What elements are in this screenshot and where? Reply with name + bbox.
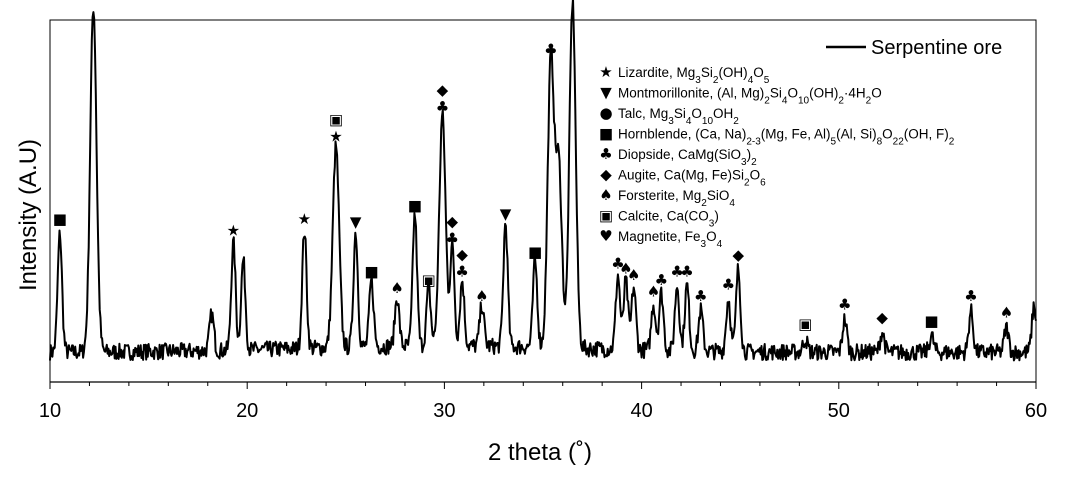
augite-marker: ◆ [876,309,888,327]
diopside-marker: ♣ [436,98,449,116]
lizardite-marker: ★ [298,210,311,228]
x-tick-label: 50 [828,400,850,422]
forsterite-marker: ♠ [390,279,403,297]
calcite-legend-label: Calcite, Ca(CO3) [618,209,719,230]
calcite-marker: ▣ [798,315,812,333]
legend-entry-magnetite: ♥ Magnetite, Fe3O4 [599,227,722,250]
talc-legend-symbol: ● [599,104,612,122]
talc-legend-label: Talc, Mg3Si4O10OH2 [618,106,739,127]
diopside-marker: ♣ [722,276,735,294]
lizardite-legend-symbol: ★ [599,63,612,81]
montmorillonite-marker: ▼ [350,213,362,231]
lizardite-marker: ★ [227,221,240,239]
augite-marker: ◆ [456,246,468,264]
lizardite-legend-label: Lizardite, Mg3Si2(OH)4O5 [618,65,770,86]
diopside-marker: ♣ [611,254,624,272]
forsterite-marker: ♠ [1000,304,1013,322]
legend-entry-augite: ◆ Augite, Ca(Mg, Fe)Si2O6 [600,166,766,189]
diopside-marker: ♣ [838,295,851,313]
hornblende-marker: ■ [924,312,938,330]
plot-area [49,0,1037,362]
legend-entry-forsterite: ♠ Forsterite, Mg2SiO4 [599,186,735,209]
augite-marker: ◆ [447,213,459,231]
hornblende-legend-symbol: ■ [599,125,613,143]
montmorillonite-marker: ▼ [500,205,512,223]
legend: Serpentine ore★ Lizardite, Mg3Si2(OH)4O5▼… [599,37,1002,250]
diopside-legend-label: Diopside, CaMg(SiO3)2 [618,147,757,168]
hornblende-marker: ■ [53,210,67,228]
hornblende-marker: ■ [528,243,542,261]
augite-legend-symbol: ◆ [600,166,612,184]
x-tick-label: 40 [630,400,652,422]
lizardite-marker: ★ [85,0,98,1]
diopside-legend-symbol: ♣ [599,145,612,163]
legend-series-label: Serpentine ore [871,37,1002,59]
forsterite-marker: ♠ [627,266,640,284]
diopside-marker: ♣ [964,287,977,305]
montmorillonite-legend-symbol: ▼ [600,84,612,102]
hornblende-marker: ■ [364,263,378,281]
forsterite-marker: ♠ [566,0,579,1]
augite-legend-label: Augite, Ca(Mg, Fe)Si2O6 [618,168,766,189]
augite-marker: ◆ [732,246,744,264]
legend-entry-calcite: ▣ Calcite, Ca(CO3) [599,207,719,230]
x-tick-label: 20 [236,400,258,422]
calcite-marker: ▣ [329,111,343,129]
hornblende-marker: ■ [408,197,422,215]
diopside-marker: ♣ [680,263,693,281]
magnetite-legend-label: Magnetite, Fe3O4 [618,229,723,250]
magnetite-legend-symbol: ♥ [599,227,612,245]
phase-markers: ★★★★▼▼■■■■■♣♣♣♣♣♣♣♣♣♣♣♣◆◆◆◆◆♠♠♠♠♠♠♠▣▣▣ [53,0,1013,333]
forsterite-marker: ♠ [619,259,632,277]
x-tick-label: 30 [433,400,455,422]
legend-entry-lizardite: ★ Lizardite, Mg3Si2(OH)4O5 [599,63,769,86]
forsterite-marker: ♠ [475,287,488,305]
diopside-marker: ♣ [544,40,557,58]
lizardite-marker: ★ [329,128,342,146]
calcite-legend-symbol: ▣ [599,207,613,225]
diopside-marker: ♣ [655,271,668,289]
calcite-marker: ▣ [422,271,436,289]
series-line-serpentine-ore [49,0,1037,362]
y-axis-title: Intensity (A.U) [15,139,42,291]
montmorillonite-legend-label: Montmorillonite, (Al, Mg)2Si4O10(OH)2·4H… [618,86,882,107]
forsterite-legend-symbol: ♠ [599,186,612,204]
legend-entry-talc: ● Talc, Mg3Si4O10OH2 [599,104,739,127]
legend-entry-montmorillonite: ▼ Montmorillonite, (Al, Mg)2Si4O10(OH)2·4… [600,84,882,107]
diopside-marker: ♣ [670,263,683,281]
forsterite-marker: ♠ [647,282,660,300]
diopside-marker: ♣ [694,287,707,305]
axes: 10 20 30 40 50 60 [39,19,1047,422]
legend-entry-hornblende: ■ Hornblende, (Ca, Na)2-3(Mg, Fe, Al)5(Al… [599,125,955,148]
augite-marker: ◆ [437,81,449,99]
hornblende-legend-label: Hornblende, (Ca, Na)2-3(Mg, Fe, Al)5(Al,… [618,127,955,148]
legend-entry-diopside: ♣ Diopside, CaMg(SiO3)2 [599,145,757,168]
diopside-marker: ♣ [446,230,459,248]
forsterite-legend-label: Forsterite, Mg2SiO4 [618,188,735,209]
x-tick-label: 10 [39,400,61,422]
diopside-marker: ♣ [455,263,468,281]
x-tick-label: 60 [1025,400,1047,422]
x-axis-title: 2 theta (˚) [488,439,592,466]
